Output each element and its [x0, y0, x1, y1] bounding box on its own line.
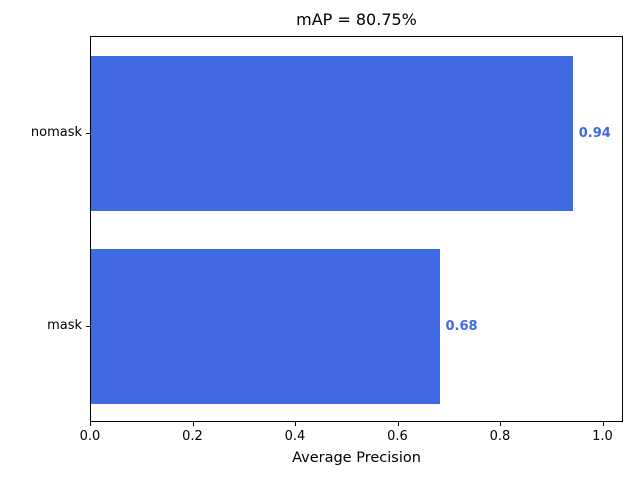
ytick-label-nomask: nomask — [30, 124, 82, 140]
ytick-label-mask: mask — [47, 317, 82, 333]
ytick-mark — [86, 132, 90, 134]
x-axis-label: Average Precision — [292, 450, 421, 466]
xtick-mark — [602, 422, 604, 426]
bar-value-label-mask: 0.68 — [445, 318, 478, 334]
xtick-label: 0.0 — [79, 429, 101, 444]
plot-area: 0.94 0.68 — [90, 36, 623, 422]
xtick-mark — [500, 422, 501, 426]
bar-value-label-nomask: 0.94 — [578, 125, 611, 141]
ytick-mark — [86, 325, 90, 327]
xtick-mark — [192, 422, 194, 426]
xtick-label: 0.6 — [387, 429, 408, 444]
chart-title: mAP = 80.75% — [296, 10, 417, 29]
xtick-label: 0.4 — [284, 429, 306, 444]
xtick-mark — [90, 422, 91, 426]
bar-nomask — [91, 56, 573, 211]
bar-mask — [91, 249, 440, 404]
xtick-label: 0.2 — [182, 429, 203, 444]
xtick-label: 0.8 — [489, 429, 511, 444]
xtick-label: 1.0 — [592, 429, 613, 444]
bars-layer: 0.94 0.68 — [91, 37, 622, 421]
xtick-mark — [295, 422, 296, 426]
xtick-mark — [397, 422, 399, 426]
